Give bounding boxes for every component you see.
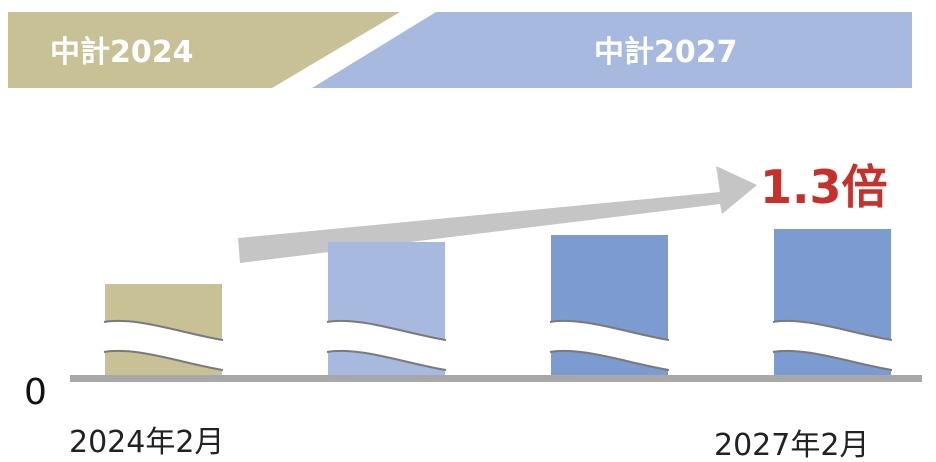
- bar-group: [103, 229, 893, 375]
- axis-break-gap-4: [773, 320, 892, 370]
- axis-break-gap-2: [327, 320, 446, 370]
- x-tick-label-start: 2024年2月: [69, 425, 224, 460]
- axis-break-line-4-2: [772, 349, 893, 371]
- axis-break-line-3-2: [549, 349, 670, 371]
- axis-break-gap-1: [104, 320, 223, 370]
- phase-label-2027: 中計2027: [594, 35, 738, 70]
- axis-break-line-3-1: [549, 319, 670, 341]
- axis-break-gap-3: [550, 320, 669, 370]
- growth-multiplier-label: 1.3倍: [760, 160, 888, 214]
- growth-arrow-shape: [238, 166, 757, 263]
- axis-break-line-1-2: [103, 349, 224, 371]
- axis-break-line-1-1: [103, 319, 224, 341]
- axis-break-line-2-2: [326, 349, 447, 371]
- axis-break-line-2-1: [326, 319, 447, 341]
- phase-banner-2027: [312, 12, 912, 88]
- phase-banner: 中計2024 中計2027: [8, 12, 912, 88]
- y-axis-zero-label: 0: [24, 372, 47, 413]
- x-tick-label-end: 2027年2月: [714, 428, 869, 462]
- x-axis-baseline: [70, 375, 922, 382]
- phase-label-2024: 中計2024: [50, 35, 194, 70]
- growth-arrow: [238, 166, 757, 263]
- axis-break-line-4-1: [772, 319, 893, 341]
- phase-banner-2024: [8, 12, 400, 88]
